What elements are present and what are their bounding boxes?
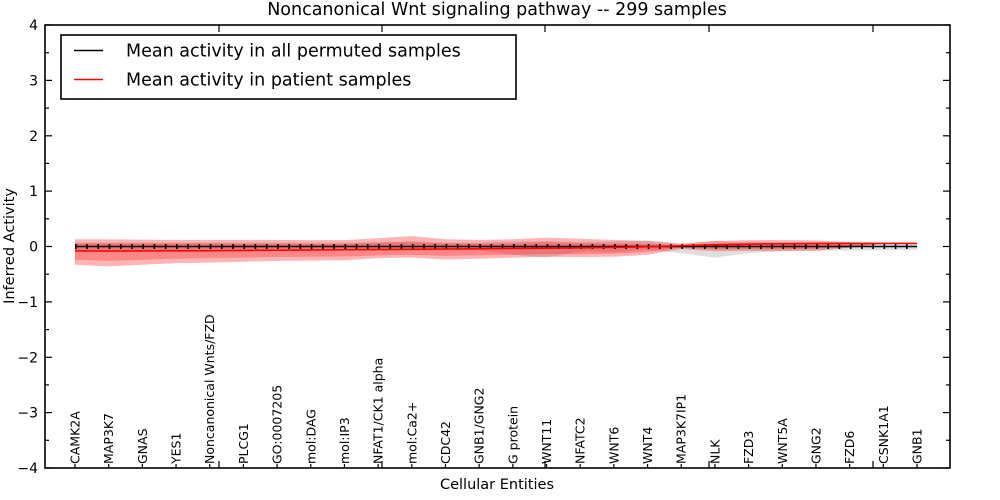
x-tick-label: NFAT1/CK1 alpha (371, 358, 386, 464)
series-line-1 (74, 242, 917, 252)
x-tick-label: PLCG1 (236, 423, 251, 464)
y-tick-label: −1 (17, 295, 38, 311)
x-tick-label: WNT5A (775, 418, 790, 464)
x-tick-label: G protein (505, 406, 520, 464)
y-tick-label: 3 (29, 73, 38, 89)
x-tick-label: YES1 (169, 433, 184, 465)
y-tick-label: −2 (17, 350, 38, 366)
x-tick-label: NFATC2 (573, 417, 588, 464)
y-axis-label: Inferred Activity (2, 188, 18, 304)
y-tick-label: 0 (29, 240, 38, 256)
x-axis-label: Cellular Entities (440, 477, 554, 493)
legend-label-permuted: Mean activity in all permuted samples (126, 42, 461, 62)
x-tick-label: GO:0007205 (270, 385, 285, 464)
patient-samples-band-outer (75, 236, 917, 267)
x-tick-label: GNG2 (809, 427, 824, 464)
x-tick-label: MAP3K7 (101, 413, 116, 464)
series-lines (74, 242, 917, 252)
x-tick-label: WNT11 (539, 419, 554, 464)
legend-box (60, 34, 517, 100)
axis-ticks (45, 24, 950, 469)
y-tick-label: −3 (17, 406, 38, 422)
legend: Mean activity in all permuted samples Me… (60, 34, 517, 100)
x-tick-label: mol:IP3 (337, 417, 352, 464)
legend-label-patient: Mean activity in patient samples (126, 71, 411, 91)
x-tick-label: WNT4 (640, 427, 655, 464)
x-tick-label: CSNK1A1 (876, 405, 891, 464)
y-tick-labels: 4 3 2 1 0 −1 −2 −3 −4 (17, 18, 38, 477)
x-tick-label: mol:DAG (303, 409, 318, 464)
x-tick-label: FZD6 (842, 431, 857, 464)
chart-title: Noncanonical Wnt signaling pathway -- 29… (267, 0, 727, 20)
x-tick-label: GNB1/GNG2 (472, 388, 487, 464)
y-tick-label: 1 (29, 184, 38, 200)
y-tick-label: 2 (29, 129, 38, 145)
x-tick-label: CDC42 (438, 421, 453, 464)
x-tick-label: GNB1 (910, 428, 925, 464)
x-tick-label: NLK (707, 439, 722, 464)
x-tick-label: WNT6 (606, 427, 621, 464)
y-tick-label: −4 (17, 461, 38, 477)
x-tick-label: Noncanonical Wnts/FZD (202, 314, 217, 464)
x-tick-label: FZD3 (741, 431, 756, 464)
x-tick-label: MAP3K7IP1 (674, 394, 689, 464)
y-tick-label: 4 (29, 18, 38, 34)
x-tick-label: GNAS (135, 428, 150, 464)
x-tick-label: mol:Ca2+ (404, 402, 419, 464)
x-tick-label: CAMK2A (68, 411, 83, 464)
x-tick-labels: CAMK2A MAP3K7 GNAS YES1 Noncanonical Wnts/FZ… (68, 314, 925, 465)
